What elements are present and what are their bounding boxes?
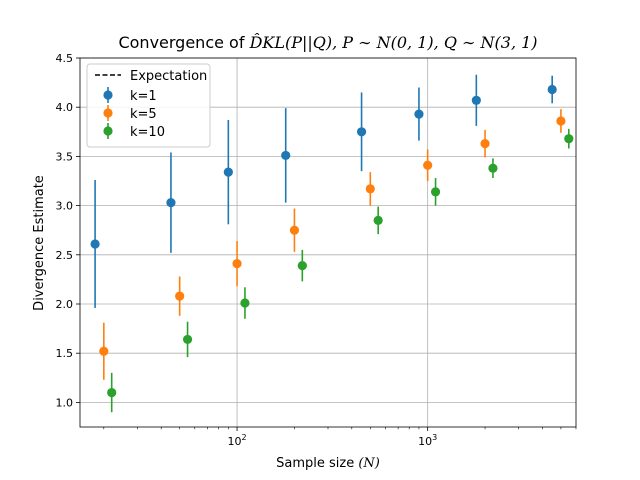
chart-title-math: D̂KL(P||Q), P ∼ N(0, 1), Q ∼ N(3, 1) — [249, 33, 538, 52]
data-point — [99, 346, 109, 356]
data-point — [430, 187, 441, 197]
legend: Expectation k=1 k=5 k=10 — [86, 63, 211, 148]
legend-label: k=1 — [130, 89, 157, 104]
legend-swatch-marker — [103, 90, 113, 100]
data-point — [182, 334, 193, 345]
x-axis-label-text: Sample size — [276, 456, 358, 471]
legend-frame — [86, 63, 211, 148]
y-tick-label: 2.5 — [56, 249, 74, 262]
y-tick-label: 4.0 — [56, 101, 74, 114]
data-point — [175, 291, 185, 301]
y-tick-label: 1.5 — [56, 347, 74, 360]
x-tick-label: 102 — [228, 433, 247, 448]
data-point — [356, 127, 367, 137]
data-point — [107, 387, 117, 398]
data-point — [90, 239, 100, 249]
data-point — [414, 109, 424, 119]
legend-label: k=5 — [130, 107, 157, 122]
data-point — [373, 215, 383, 225]
data-point — [232, 259, 242, 269]
legend-swatch-marker — [103, 108, 113, 118]
series-k1 — [90, 74, 557, 308]
y-tick-label: 3.0 — [56, 200, 74, 213]
series-k5 — [99, 109, 566, 380]
series-layer — [90, 74, 574, 413]
x-axis-label-math: (N) — [358, 456, 380, 471]
legend-series: k=1 k=5 k=10 — [103, 87, 165, 140]
data-point — [480, 139, 490, 149]
plot-frame — [79, 57, 577, 428]
x-tick-label: 103 — [418, 433, 437, 448]
data-point — [240, 298, 250, 308]
axes-layer: 1.0 1.5 2.0 2.5 3.0 3.5 4.0 4.5 102 103 — [56, 52, 577, 448]
data-point — [166, 198, 176, 208]
data-point — [223, 167, 233, 177]
data-point — [556, 116, 566, 126]
data-point — [471, 95, 481, 105]
chart-title: Convergence of D̂KL(P||Q), P ∼ N(0, 1), … — [118, 33, 537, 52]
y-axis-label: Divergence Estimate — [32, 175, 47, 311]
legend-swatch-marker — [103, 126, 113, 136]
data-point — [289, 225, 300, 235]
x-axis-label: Sample size (N) — [276, 456, 380, 471]
chart-title-prefix: Convergence of — [118, 33, 249, 52]
data-point — [488, 163, 498, 173]
y-tick-label: 4.5 — [56, 52, 74, 65]
y-tick-label: 1.0 — [56, 396, 74, 409]
data-point — [423, 160, 433, 170]
data-point — [365, 184, 375, 194]
data-point — [547, 84, 557, 95]
y-tick-label: 3.5 — [56, 150, 74, 163]
legend-label: k=10 — [130, 125, 165, 140]
series-k10 — [107, 128, 574, 413]
y-tick-label: 2.0 — [56, 298, 74, 311]
data-point — [297, 261, 307, 271]
data-point — [281, 150, 291, 161]
data-point — [564, 134, 574, 144]
legend-expectation-label: Expectation — [130, 69, 207, 84]
